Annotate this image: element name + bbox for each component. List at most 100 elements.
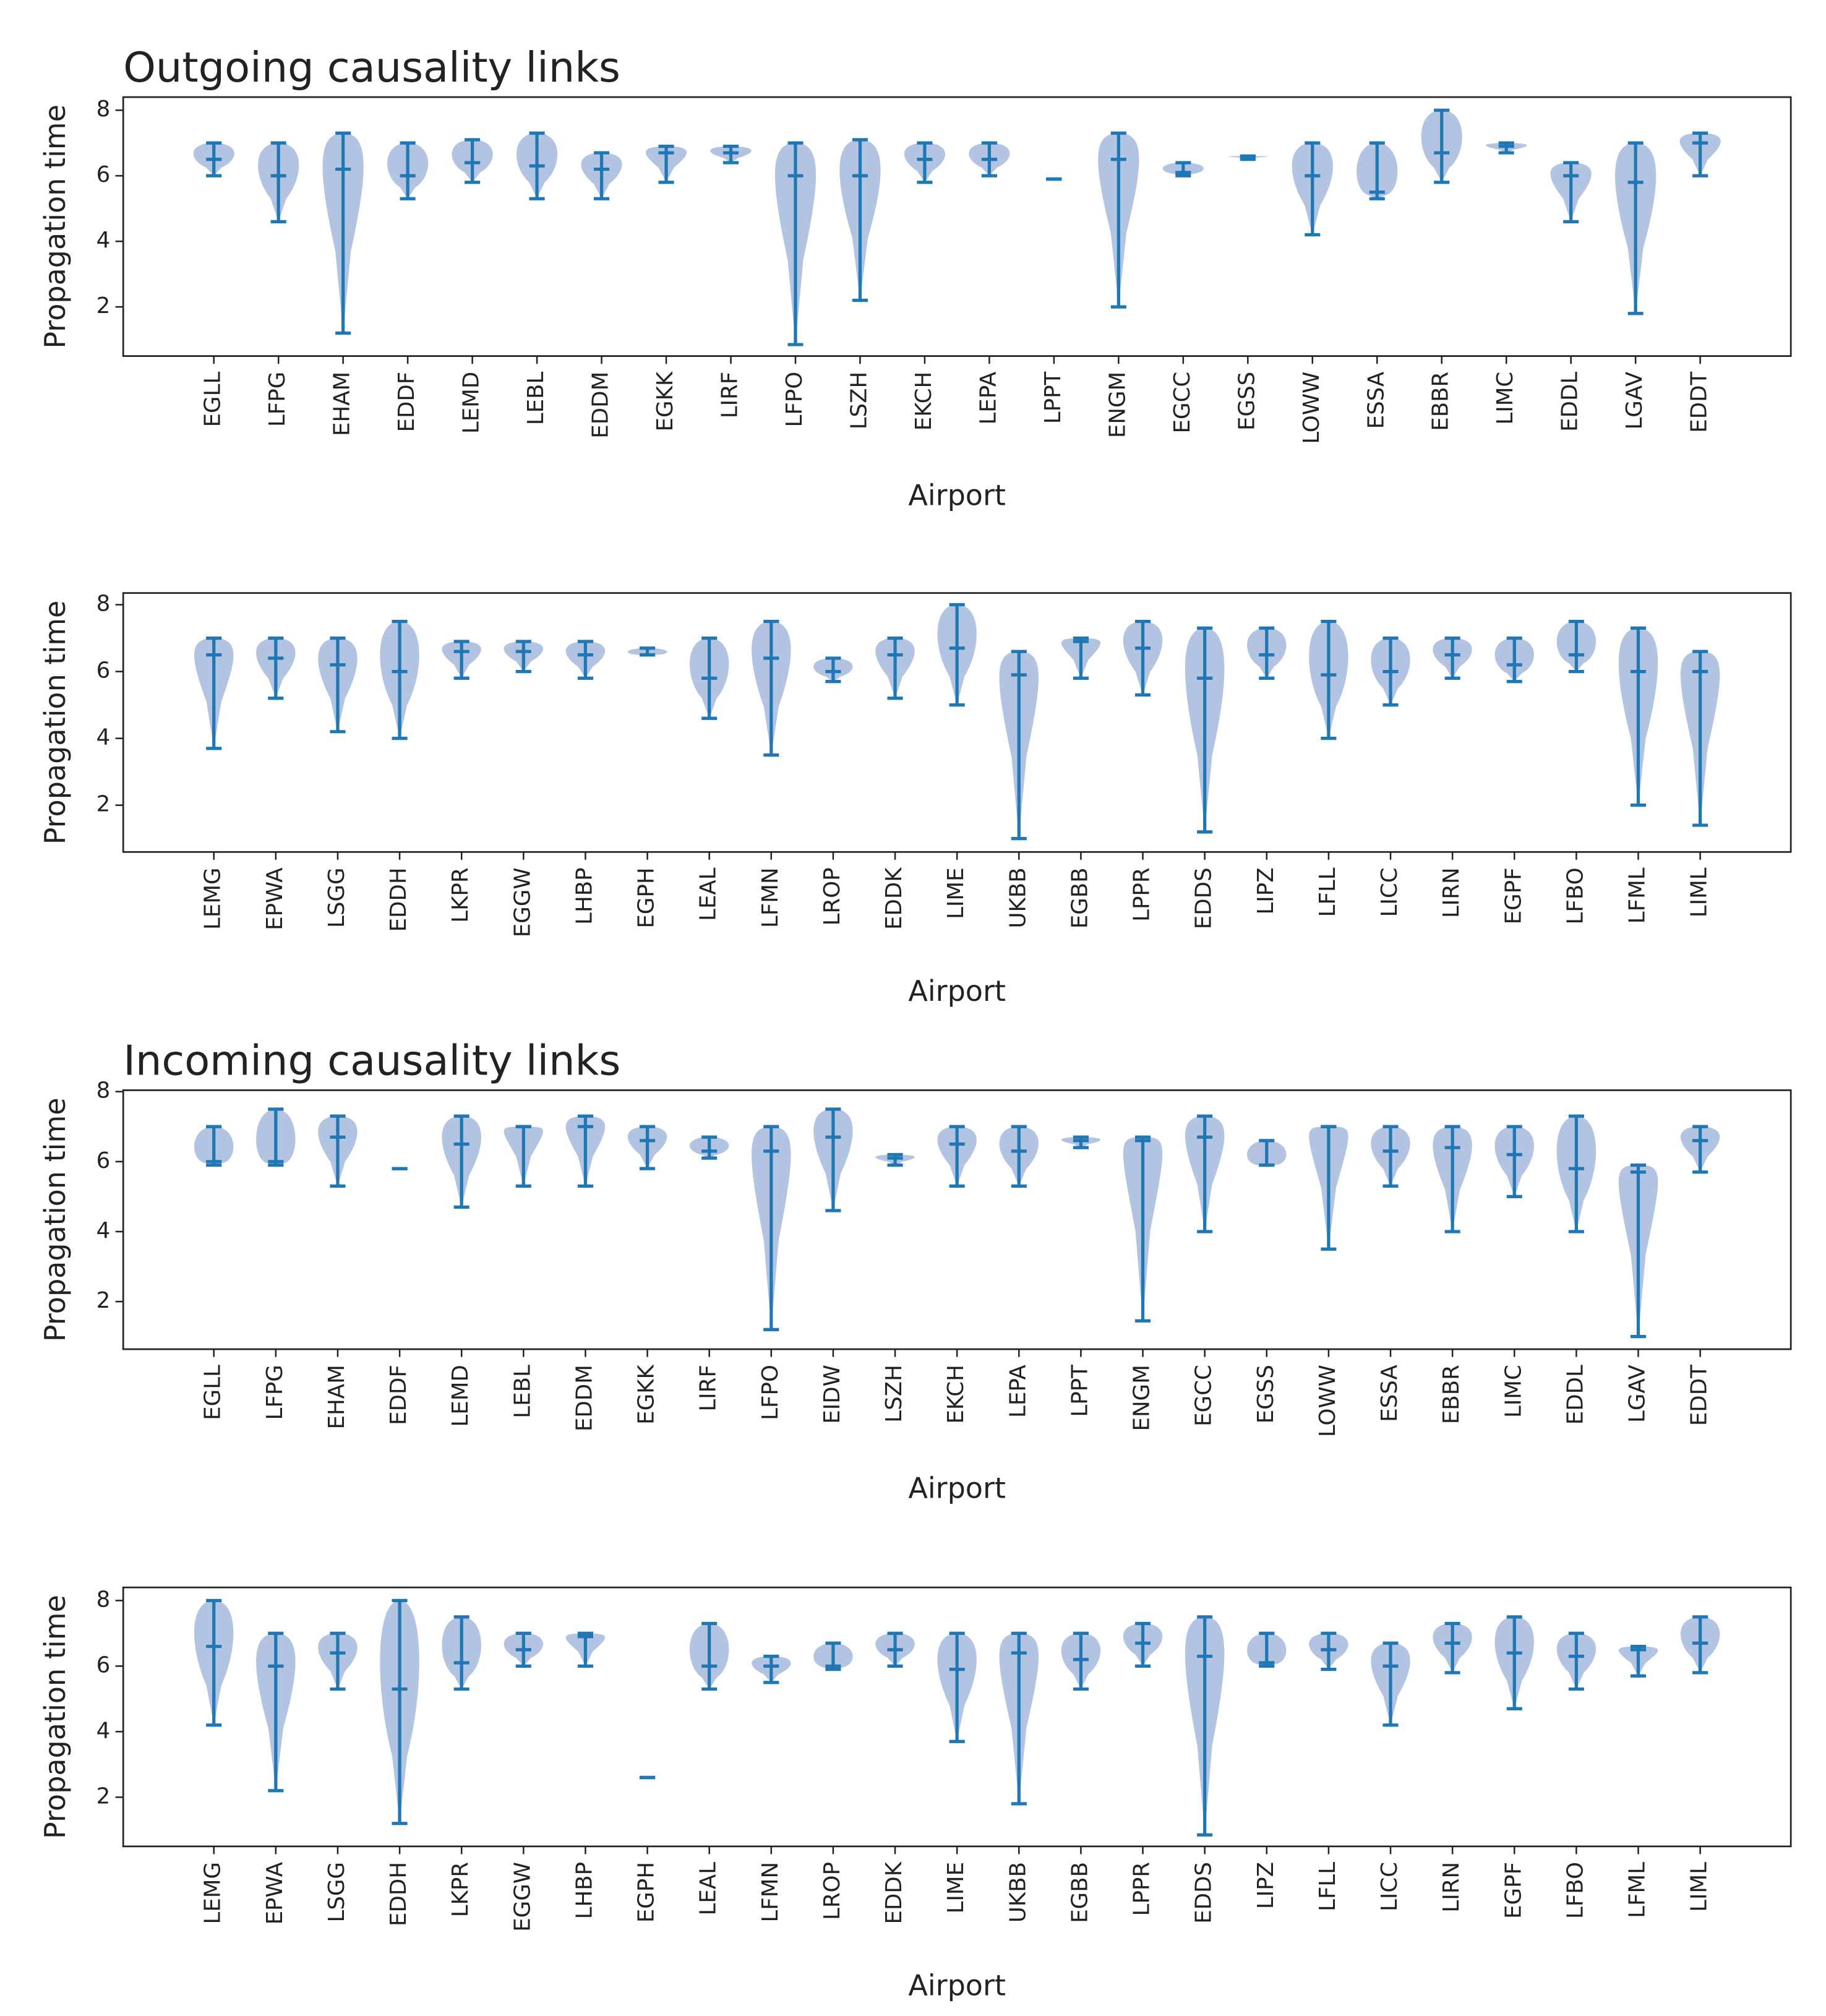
x-tick-label: LROP	[820, 1862, 845, 1920]
x-tick-label: LIME	[943, 867, 969, 919]
axes-frame	[122, 96, 1792, 357]
y-tick-label: 2	[96, 1288, 111, 1313]
x-tick-label: LFMN	[758, 867, 783, 928]
x-tick-label: LSZH	[881, 1365, 907, 1423]
y-tick-label: 8	[96, 1587, 111, 1612]
x-tick-label: EDDT	[1687, 371, 1712, 432]
x-tick-label: LIME	[943, 1862, 969, 1914]
x-tick-label: LSZH	[846, 372, 872, 430]
x-tick-label: EKCH	[943, 1365, 969, 1423]
x-tick-label: LFPG	[265, 372, 290, 427]
x-tick-label: LGAV	[1622, 371, 1647, 429]
x-tick-label: ESSA	[1363, 371, 1389, 429]
x-tick-label: EGBB	[1067, 867, 1092, 929]
x-tick-label: LPPT	[1040, 371, 1066, 424]
x-tick-label: LEMD	[459, 372, 484, 434]
y-axis-label: Propagation time	[38, 105, 72, 349]
x-tick-label: EGGW	[510, 1862, 535, 1932]
x-tick-label: EGSS	[1234, 372, 1259, 431]
axes-frame	[122, 1586, 1792, 1848]
x-tick-label: EGBB	[1067, 1862, 1092, 1923]
x-tick-label: EPWA	[262, 867, 288, 930]
x-tick-label: LGAV	[1625, 1364, 1650, 1422]
axes-frame	[122, 592, 1792, 853]
x-tick-label: LSGG	[324, 867, 349, 928]
axes-frame	[122, 1089, 1792, 1350]
x-tick-label: LEMD	[448, 1365, 473, 1426]
x-tick-label: LPPR	[1129, 1862, 1155, 1916]
y-tick-label: 8	[96, 97, 111, 122]
x-tick-label: LFMN	[758, 1862, 783, 1923]
x-tick-label: EDDT	[1687, 1365, 1712, 1426]
x-axis-label: Airport	[908, 1472, 1006, 1505]
x-tick-label: LEBL	[510, 1365, 535, 1418]
x-tick-label: LIMC	[1493, 372, 1518, 425]
x-tick-label: EHAM	[330, 372, 355, 436]
x-tick-label: EHAM	[324, 1365, 349, 1429]
x-tick-label: EGPF	[1501, 867, 1526, 924]
x-tick-label: LSGG	[324, 1862, 349, 1923]
x-tick-label: LPPT	[1067, 1365, 1092, 1417]
x-tick-label: LEPA	[1005, 1365, 1031, 1418]
x-tick-label: EDDL	[1558, 372, 1583, 432]
x-tick-label: LHBP	[572, 867, 597, 924]
x-tick-label: LIRF	[696, 1365, 721, 1412]
x-tick-label: EGPH	[634, 1862, 659, 1923]
y-tick-label: 6	[96, 1148, 111, 1173]
x-tick-label: LFPO	[758, 1365, 783, 1420]
x-tick-label: EGSS	[1253, 1365, 1279, 1423]
x-tick-label: LEMG	[200, 867, 226, 930]
x-tick-label: UKBB	[1005, 1862, 1031, 1923]
x-tick-label: LIML	[1687, 1862, 1712, 1912]
x-tick-label: EGKK	[634, 1363, 659, 1424]
x-tick-label: EGCC	[1191, 1365, 1217, 1426]
y-tick-label: 6	[96, 1652, 111, 1678]
x-tick-label: LOWW	[1299, 372, 1324, 444]
x-tick-label: ENGM	[1129, 1365, 1155, 1431]
y-axis-label: Propagation time	[38, 601, 72, 845]
y-tick-label: 4	[96, 228, 111, 253]
y-tick-label: 4	[96, 1218, 111, 1243]
x-tick-label: LROP	[820, 867, 845, 925]
x-tick-label: LIPZ	[1253, 1862, 1279, 1909]
x-tick-label: LFBO	[1562, 867, 1588, 924]
x-tick-label: EGLL	[200, 1365, 226, 1420]
x-axis-label: Airport	[908, 478, 1006, 512]
x-tick-label: LIMC	[1501, 1365, 1526, 1418]
x-tick-label: EDDF	[394, 372, 419, 432]
x-tick-label: LFPG	[262, 1365, 288, 1420]
x-tick-label: EBBR	[1439, 1365, 1464, 1424]
x-tick-label: EPWA	[262, 1861, 288, 1924]
x-tick-label: EGKK	[653, 371, 678, 431]
x-tick-label: EDDM	[588, 372, 614, 439]
panel-title: Incoming causality links	[123, 1036, 620, 1084]
x-tick-label: EDDH	[386, 1862, 411, 1926]
x-tick-label: LOWW	[1315, 1365, 1340, 1437]
x-axis-label: Airport	[908, 1969, 1006, 2002]
x-tick-label: LEMG	[200, 1862, 226, 1924]
x-tick-label: LFLL	[1315, 867, 1340, 917]
panel-title: Outgoing causality links	[123, 43, 620, 92]
x-tick-label: EDDK	[881, 867, 907, 930]
x-tick-label: LKPR	[448, 1862, 473, 1917]
x-tick-label: EGPF	[1501, 1862, 1526, 1919]
y-tick-label: 4	[96, 1718, 111, 1743]
x-tick-label: EGLL	[200, 372, 226, 427]
x-tick-label: LHBP	[572, 1862, 597, 1919]
x-tick-label: EDDK	[881, 1861, 907, 1924]
x-tick-label: LIML	[1687, 867, 1712, 917]
x-tick-label: ENGM	[1105, 372, 1130, 438]
x-tick-label: EKCH	[911, 372, 937, 431]
x-tick-label: LEPA	[975, 371, 1001, 424]
x-tick-label: LFPO	[782, 372, 807, 427]
y-axis-label: Propagation time	[38, 1595, 72, 1839]
x-tick-label: EGPH	[634, 867, 659, 928]
x-tick-label: EGCC	[1170, 372, 1195, 434]
y-tick-label: 2	[96, 1783, 111, 1809]
x-tick-label: LIRN	[1439, 1862, 1464, 1913]
x-tick-label: LICC	[1377, 867, 1402, 917]
x-tick-label: LKPR	[448, 867, 473, 922]
x-tick-label: EDDS	[1191, 867, 1217, 929]
x-axis-label: Airport	[908, 974, 1006, 1008]
